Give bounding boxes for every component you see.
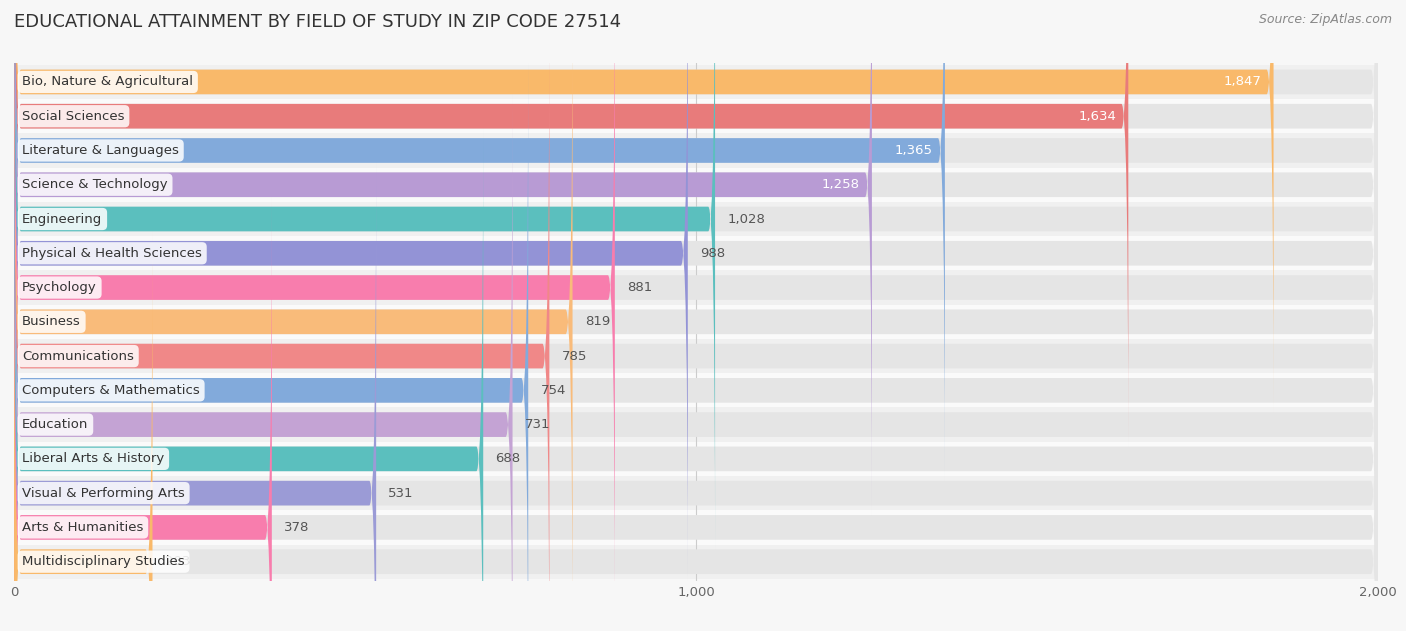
Text: 1,028: 1,028 [727,213,765,225]
Text: Multidisciplinary Studies: Multidisciplinary Studies [22,555,184,568]
FancyBboxPatch shape [14,0,1128,447]
Text: Physical & Health Sciences: Physical & Health Sciences [22,247,202,260]
Bar [14,202,1378,236]
FancyBboxPatch shape [14,0,1378,550]
FancyBboxPatch shape [14,0,945,481]
Text: 1,258: 1,258 [821,178,859,191]
Text: 881: 881 [627,281,652,294]
FancyBboxPatch shape [14,129,484,631]
Text: Psychology: Psychology [22,281,97,294]
Text: 1,365: 1,365 [894,144,932,157]
FancyBboxPatch shape [14,197,1378,631]
Text: Science & Technology: Science & Technology [22,178,167,191]
Bar [14,510,1378,545]
Text: Education: Education [22,418,89,431]
Bar [14,373,1378,408]
Text: Computers & Mathematics: Computers & Mathematics [22,384,200,397]
FancyBboxPatch shape [14,0,572,631]
FancyBboxPatch shape [14,0,1378,631]
FancyBboxPatch shape [14,163,377,631]
Text: Literature & Languages: Literature & Languages [22,144,179,157]
FancyBboxPatch shape [14,197,271,631]
Text: 1,847: 1,847 [1223,76,1261,88]
FancyBboxPatch shape [14,0,872,515]
Text: Arts & Humanities: Arts & Humanities [22,521,143,534]
Bar [14,168,1378,202]
Text: 1,634: 1,634 [1078,110,1116,122]
Bar [14,305,1378,339]
Text: 785: 785 [561,350,588,363]
FancyBboxPatch shape [14,129,1378,631]
Text: Source: ZipAtlas.com: Source: ZipAtlas.com [1258,13,1392,26]
Text: Bio, Nature & Agricultural: Bio, Nature & Agricultural [22,76,193,88]
Bar [14,442,1378,476]
Text: Communications: Communications [22,350,134,363]
Text: 531: 531 [388,487,413,500]
Text: 754: 754 [540,384,565,397]
Text: Business: Business [22,316,82,328]
Text: Engineering: Engineering [22,213,103,225]
FancyBboxPatch shape [14,60,529,631]
Bar [14,408,1378,442]
FancyBboxPatch shape [14,232,1378,631]
FancyBboxPatch shape [14,0,1378,447]
Bar [14,99,1378,133]
FancyBboxPatch shape [14,0,688,584]
Bar [14,236,1378,271]
FancyBboxPatch shape [14,0,1378,618]
FancyBboxPatch shape [14,0,1378,515]
FancyBboxPatch shape [14,0,716,550]
Text: Social Sciences: Social Sciences [22,110,125,122]
FancyBboxPatch shape [14,26,550,631]
Text: 988: 988 [700,247,725,260]
FancyBboxPatch shape [14,0,1274,412]
Text: 819: 819 [585,316,610,328]
FancyBboxPatch shape [14,26,1378,631]
FancyBboxPatch shape [14,94,1378,631]
FancyBboxPatch shape [14,232,152,631]
FancyBboxPatch shape [14,0,1378,412]
Bar [14,476,1378,510]
FancyBboxPatch shape [14,0,1378,481]
FancyBboxPatch shape [14,94,513,631]
FancyBboxPatch shape [14,60,1378,631]
Bar [14,339,1378,373]
Text: 688: 688 [495,452,520,466]
Text: 378: 378 [284,521,309,534]
Text: Liberal Arts & History: Liberal Arts & History [22,452,165,466]
FancyBboxPatch shape [14,0,1378,584]
Bar [14,133,1378,168]
Text: EDUCATIONAL ATTAINMENT BY FIELD OF STUDY IN ZIP CODE 27514: EDUCATIONAL ATTAINMENT BY FIELD OF STUDY… [14,13,621,31]
Text: Visual & Performing Arts: Visual & Performing Arts [22,487,186,500]
Text: 203: 203 [165,555,190,568]
Bar [14,545,1378,579]
Text: 731: 731 [524,418,550,431]
Bar [14,65,1378,99]
Bar [14,271,1378,305]
FancyBboxPatch shape [14,0,614,618]
FancyBboxPatch shape [14,163,1378,631]
